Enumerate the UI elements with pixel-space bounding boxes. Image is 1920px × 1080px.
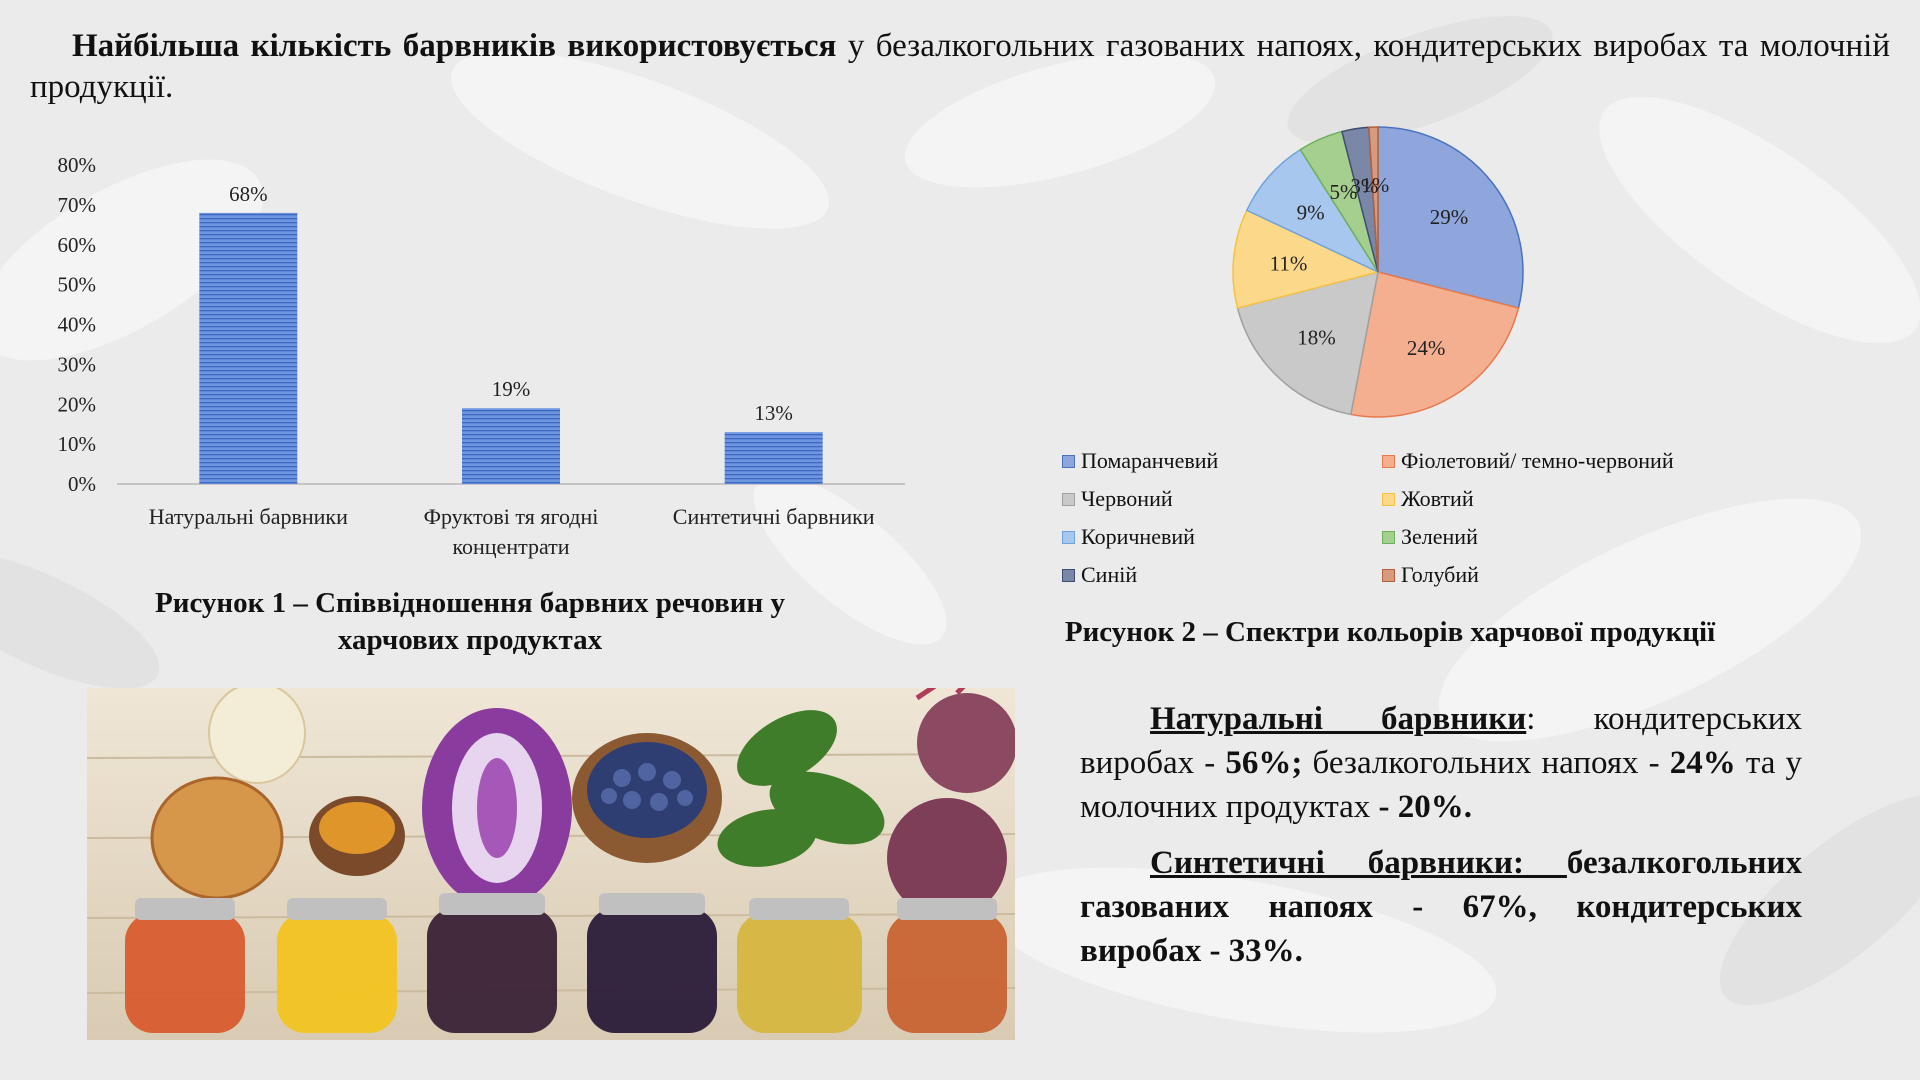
pie-data-label: 24% xyxy=(1407,336,1446,360)
notes-text: безалкогольних напоях - xyxy=(1302,745,1670,781)
bar xyxy=(199,212,298,484)
legend-swatch xyxy=(1382,568,1395,582)
y-tick-label: 30% xyxy=(58,352,97,376)
legend-label: Синій xyxy=(1081,562,1138,587)
y-tick-label: 0% xyxy=(68,472,96,496)
jar-icon xyxy=(427,893,557,1033)
jars-row xyxy=(125,893,1007,1033)
legend-swatch xyxy=(1382,492,1395,506)
legend-swatch xyxy=(1382,530,1395,544)
legend-label: Зелений xyxy=(1401,524,1478,549)
onion-icon xyxy=(150,776,284,900)
pie-data-label: 5% xyxy=(1329,180,1357,204)
pie-legend: Помаранчевий Фіолетовий/ темно-червоний Че… xyxy=(1062,445,1742,591)
legend-label: Червоний xyxy=(1081,486,1173,511)
jar-icon xyxy=(587,893,717,1033)
intro-text: у безалкогольних газованих напоях, конди… xyxy=(30,28,1890,105)
pie-data-label: 11% xyxy=(1270,252,1308,276)
y-tick-label: 60% xyxy=(58,233,97,257)
bar xyxy=(462,408,560,484)
x-tick-label: концентрати xyxy=(452,534,569,559)
figure-2-caption: Рисунок 2 – Спектри кольорів харчової пр… xyxy=(1064,616,1716,648)
legend-item: Зелений xyxy=(1382,521,1722,553)
notes-synthetic-title: Синтетичні барвники: xyxy=(1150,845,1567,881)
bar-chart: 0% 10% 20% 30% 40% 50% 60% 70% 80% 68% 19% 13% Нат… xyxy=(58,153,905,559)
notes-natural-title: Натуральні барвники xyxy=(1150,701,1527,737)
figure-1-caption-line-1: Рисунок 1 – Співвідношення барвних речов… xyxy=(155,587,785,619)
data-label: 68% xyxy=(229,182,268,206)
pie-slice xyxy=(1236,270,1379,416)
notes-text: та у молочних продуктах xyxy=(1080,745,1802,825)
y-axis: 0% 10% 20% 30% 40% 50% 60% 70% 80% xyxy=(58,153,97,496)
notes-text: : кондитерських виробах - xyxy=(1080,701,1803,781)
figure-1-caption-line-2: харчових продуктах xyxy=(337,624,603,656)
spinach-icon xyxy=(717,710,885,867)
y-tick-label: 80% xyxy=(58,153,97,177)
x-tick-label: Синтетичні барвники xyxy=(673,504,875,529)
y-tick-label: 70% xyxy=(58,193,97,217)
pie-data-label: 1% xyxy=(1361,173,1389,197)
legend-swatch xyxy=(1382,454,1395,468)
pie-data-label: 9% xyxy=(1297,201,1325,225)
jar-icon xyxy=(277,898,397,1033)
intro-paragraph: Найбільша кількість барвників використов… xyxy=(30,26,1890,108)
figure-1-caption: Рисунок 1 – Співвідношення барвних речов… xyxy=(110,585,830,659)
legend-item: Помаранчевий xyxy=(1062,445,1382,477)
legend-swatch xyxy=(1062,568,1075,582)
onion-icon xyxy=(208,688,306,784)
jar-icon xyxy=(887,898,1007,1033)
pie-slice xyxy=(1349,271,1520,418)
y-tick-label: 40% xyxy=(58,313,97,337)
notes-synthetic-paragraph: Синтетичні барвники: безалкогольних газо… xyxy=(1080,841,1802,973)
notes-value: 24% xyxy=(1669,745,1736,781)
pie-slice xyxy=(1368,126,1379,273)
legend-label: Голубий xyxy=(1401,562,1479,587)
legend-item: Синій xyxy=(1062,559,1382,591)
pie-data-label: 3% xyxy=(1350,174,1378,198)
notes-value: 56%; xyxy=(1225,745,1303,781)
legend-swatch xyxy=(1062,492,1075,506)
x-tick-label: Фруктові тя ягодні xyxy=(424,504,599,529)
intro-bold-text: Найбільша кількість барвників використов… xyxy=(72,28,837,64)
food-colorants-photo xyxy=(87,688,1015,1040)
legend-item: Фіолетовий/ темно-червоний xyxy=(1382,445,1722,477)
x-tick-label: Натуральні барвники xyxy=(149,504,348,529)
notes-value: - 20%. xyxy=(1378,789,1473,825)
jar-icon xyxy=(737,898,862,1033)
pie-data-label: 29% xyxy=(1430,205,1469,229)
beet-icon xyxy=(917,693,1015,793)
data-label: 13% xyxy=(754,401,793,425)
beet-icon xyxy=(887,798,1007,918)
legend-swatch xyxy=(1062,530,1075,544)
bar xyxy=(724,432,823,484)
legend-item: Коричневий xyxy=(1062,521,1382,553)
pie-slice xyxy=(1232,209,1381,309)
y-tick-label: 20% xyxy=(58,392,97,416)
pie-data-label: 18% xyxy=(1297,326,1336,350)
notes-block: Натуральні барвники: кондитерських вироб… xyxy=(1080,697,1802,985)
x-axis: Натуральні барвники Фруктові тя ягодні кон… xyxy=(149,504,875,559)
pie-slice xyxy=(1245,148,1381,274)
legend-label: Жовтий xyxy=(1401,486,1474,511)
notes-synthetic-text: безалкогольних газованих напоях - 67%, к… xyxy=(1080,845,1802,969)
legend-swatch xyxy=(1062,454,1075,468)
y-tick-label: 50% xyxy=(58,273,97,297)
legend-label: Коричневий xyxy=(1081,524,1195,549)
pie-chart: 29% 24% 18% 11% 9%5%3%1% xyxy=(1232,126,1524,418)
pie-slice xyxy=(1377,126,1524,309)
jar-icon xyxy=(125,898,245,1033)
data-label: 19% xyxy=(492,377,531,401)
legend-item: Жовтий xyxy=(1382,483,1722,515)
notes-natural-paragraph: Натуральні барвники: кондитерських вироб… xyxy=(1080,697,1802,829)
legend-label: Помаранчевий xyxy=(1081,448,1219,473)
y-tick-label: 10% xyxy=(58,432,97,456)
legend-label: Фіолетовий/ темно-червоний xyxy=(1401,448,1674,473)
legend-item: Голубий xyxy=(1382,559,1722,591)
legend-item: Червоний xyxy=(1062,483,1382,515)
